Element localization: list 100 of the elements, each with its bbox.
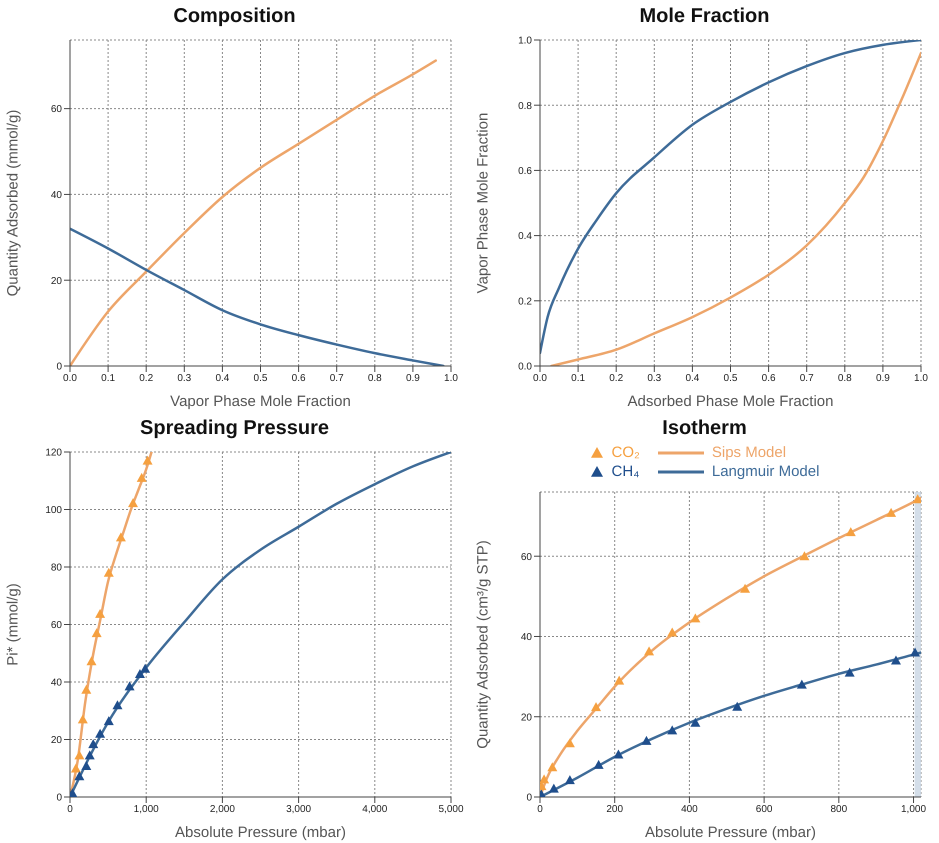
- point: [910, 648, 920, 657]
- point: [81, 684, 92, 694]
- point: [134, 668, 145, 678]
- x-tick-label: 1.0: [444, 373, 458, 384]
- point: [70, 764, 81, 773]
- y-axis-title: Vapor Phase Mole Fraction: [474, 112, 492, 294]
- x-tick-label: 0.5: [254, 373, 268, 384]
- point: [886, 508, 896, 517]
- point: [124, 681, 135, 690]
- point: [564, 738, 575, 748]
- legend-label: CO₂: [612, 444, 640, 461]
- x-axis-title: Adsorbed Phase Mole Fraction: [628, 393, 834, 410]
- chart-title: Mole Fraction: [638, 4, 770, 29]
- x-tick-label: 0.4: [215, 373, 230, 384]
- point: [690, 613, 700, 622]
- y-axis-title: Quantity Adsorbed (cm³/g STP): [474, 540, 492, 749]
- point: [95, 608, 106, 618]
- point: [78, 714, 88, 724]
- point: [890, 656, 901, 665]
- y-tick-label: 120: [45, 448, 62, 459]
- point: [84, 750, 95, 760]
- x-tick-label: 2,000: [210, 804, 236, 816]
- point: [86, 656, 96, 666]
- y-axis-title: Pi* (mmol/g): [4, 583, 22, 666]
- x-tick-label: 0.1: [101, 373, 116, 384]
- x-tick-label: 0.2: [139, 373, 154, 384]
- y-tick-label: 40: [50, 190, 62, 201]
- y-tick-label: 60: [520, 552, 532, 563]
- point: [564, 775, 575, 784]
- point: [641, 736, 652, 745]
- point: [799, 551, 810, 560]
- x-axis-title: Absolute Pressure (mbar): [175, 824, 346, 841]
- x-tick-label: 400: [681, 804, 698, 816]
- y-tick-label: 80: [50, 562, 62, 574]
- point: [136, 472, 147, 482]
- y-tick-label: 0: [526, 792, 532, 804]
- point: [846, 527, 856, 536]
- chart-title: Composition: [172, 4, 297, 29]
- x-axis-title: Vapor Phase Mole Fraction: [170, 393, 351, 410]
- point: [594, 760, 604, 769]
- y-tick-label: 60: [50, 104, 62, 116]
- point: [740, 584, 750, 593]
- point: [613, 749, 624, 758]
- y-tick-label: 0.8: [518, 100, 532, 112]
- point: [104, 568, 114, 577]
- x-tick-label: 0.0: [63, 373, 78, 384]
- point: [81, 760, 92, 770]
- x-tick-label: 4,000: [362, 804, 388, 816]
- point: [142, 456, 153, 465]
- point: [547, 762, 558, 772]
- legend-label: CH₄: [612, 463, 640, 480]
- point: [88, 739, 98, 748]
- x-tick-label: 0.3: [177, 373, 192, 384]
- y-tick-label: 0: [56, 792, 62, 804]
- x-tick-label: 0.7: [330, 373, 344, 384]
- x-tick-label: 600: [756, 804, 773, 816]
- point: [667, 627, 678, 636]
- y-tick-label: 0.2: [518, 296, 532, 308]
- x-tick-label: 0.9: [406, 373, 420, 384]
- x-tick-label: 0.5: [724, 373, 738, 384]
- y-tick-label: 100: [45, 505, 62, 516]
- y-axis-title: Quantity Adsorbed (mmol/g): [4, 110, 22, 296]
- legend-label: Langmuir Model: [712, 463, 820, 480]
- point: [95, 728, 106, 738]
- x-tick-label: 1,000: [134, 804, 160, 816]
- x-axis-title: Absolute Pressure (mbar): [645, 824, 816, 841]
- chart-title: Isotherm: [661, 416, 748, 441]
- point: [104, 716, 114, 726]
- x-tick-label: 0.4: [685, 373, 700, 384]
- x-tick-label: 0.8: [838, 373, 852, 384]
- point: [548, 784, 559, 793]
- y-tick-label: 40: [50, 678, 62, 689]
- point: [112, 700, 122, 710]
- point: [844, 668, 855, 677]
- point: [667, 725, 678, 734]
- legend-label: Sips Model: [712, 444, 786, 461]
- point: [140, 664, 150, 673]
- y-tick-label: 1.0: [518, 36, 532, 47]
- line-series: [70, 59, 438, 366]
- point: [92, 628, 102, 638]
- x-tick-label: 0.9: [876, 373, 890, 384]
- y-tick-label: 20: [520, 712, 532, 724]
- point: [591, 702, 602, 712]
- point: [540, 774, 550, 784]
- point: [690, 718, 700, 727]
- point: [796, 680, 807, 689]
- y-tick-label: 0: [56, 362, 62, 373]
- x-tick-label: 0: [537, 804, 544, 816]
- x-tick-label: 3,000: [286, 804, 312, 816]
- x-tick-label: 1,000: [901, 804, 926, 816]
- point: [74, 750, 84, 760]
- y-tick-label: 60: [50, 620, 62, 632]
- point: [74, 771, 84, 780]
- y-tick-label: 20: [50, 735, 62, 746]
- point: [614, 676, 624, 685]
- x-tick-label: 200: [606, 804, 624, 816]
- x-tick-label: 0.3: [647, 373, 662, 384]
- x-tick-label: 5,000: [438, 804, 464, 816]
- x-tick-label: 0.0: [533, 373, 548, 384]
- y-tick-label: 0.0: [518, 362, 532, 373]
